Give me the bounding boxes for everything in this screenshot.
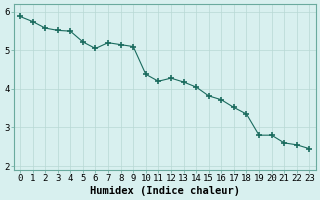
X-axis label: Humidex (Indice chaleur): Humidex (Indice chaleur) [90,186,240,196]
